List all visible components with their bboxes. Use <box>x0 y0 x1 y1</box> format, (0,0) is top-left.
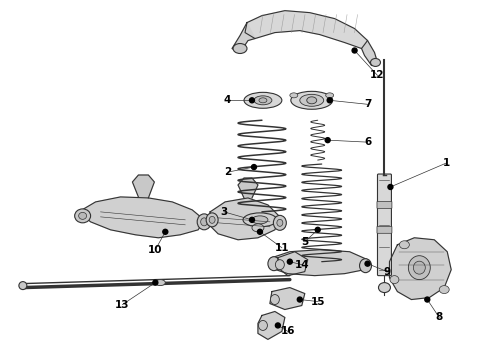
Text: 16: 16 <box>281 327 295 336</box>
Ellipse shape <box>209 216 215 223</box>
FancyBboxPatch shape <box>377 174 392 276</box>
Polygon shape <box>238 178 258 198</box>
Ellipse shape <box>300 94 324 106</box>
Polygon shape <box>132 175 154 198</box>
Ellipse shape <box>259 98 267 103</box>
Ellipse shape <box>201 218 208 226</box>
Polygon shape <box>245 11 368 49</box>
Circle shape <box>297 297 302 302</box>
Ellipse shape <box>233 44 247 54</box>
Ellipse shape <box>408 256 430 280</box>
Polygon shape <box>278 252 308 276</box>
Ellipse shape <box>378 283 391 293</box>
FancyBboxPatch shape <box>377 226 392 233</box>
Circle shape <box>425 297 430 302</box>
Text: 15: 15 <box>311 297 325 306</box>
Circle shape <box>315 227 320 232</box>
Text: 5: 5 <box>301 237 308 247</box>
Circle shape <box>257 229 263 234</box>
Text: 4: 4 <box>223 95 231 105</box>
Polygon shape <box>232 23 255 53</box>
Text: 8: 8 <box>436 312 443 323</box>
FancyBboxPatch shape <box>377 201 392 208</box>
Ellipse shape <box>307 97 317 104</box>
Circle shape <box>249 217 254 222</box>
Ellipse shape <box>360 259 371 273</box>
Ellipse shape <box>78 212 87 219</box>
Text: 1: 1 <box>442 158 450 168</box>
Ellipse shape <box>254 96 272 105</box>
Ellipse shape <box>275 260 284 270</box>
Text: 9: 9 <box>384 267 391 276</box>
Circle shape <box>153 280 158 285</box>
Ellipse shape <box>206 213 218 227</box>
Ellipse shape <box>258 320 268 330</box>
Text: 12: 12 <box>370 71 385 80</box>
Ellipse shape <box>268 257 280 271</box>
Circle shape <box>388 184 393 189</box>
Text: 3: 3 <box>220 207 228 217</box>
Ellipse shape <box>290 93 298 98</box>
Polygon shape <box>78 197 204 238</box>
Circle shape <box>365 261 370 266</box>
Circle shape <box>275 323 280 328</box>
Ellipse shape <box>277 219 283 226</box>
Ellipse shape <box>273 215 286 230</box>
Text: 6: 6 <box>364 137 371 147</box>
Polygon shape <box>270 288 305 310</box>
Ellipse shape <box>244 92 282 108</box>
Ellipse shape <box>326 93 334 98</box>
Polygon shape <box>390 238 451 300</box>
Ellipse shape <box>370 58 380 67</box>
Circle shape <box>163 229 168 234</box>
Circle shape <box>249 98 254 103</box>
Polygon shape <box>258 311 285 339</box>
Circle shape <box>327 98 332 103</box>
Ellipse shape <box>439 285 449 293</box>
Ellipse shape <box>252 216 268 224</box>
Ellipse shape <box>291 91 333 109</box>
Polygon shape <box>362 41 377 66</box>
Text: 7: 7 <box>364 99 371 109</box>
Ellipse shape <box>155 280 165 285</box>
Ellipse shape <box>243 213 277 227</box>
Ellipse shape <box>414 261 425 274</box>
Circle shape <box>325 138 330 143</box>
Text: 11: 11 <box>274 243 289 253</box>
Text: 2: 2 <box>224 167 232 177</box>
Ellipse shape <box>19 282 27 289</box>
Text: 10: 10 <box>148 245 163 255</box>
Ellipse shape <box>390 276 399 284</box>
Circle shape <box>287 259 293 264</box>
Polygon shape <box>270 250 368 276</box>
Text: 13: 13 <box>115 300 130 310</box>
Ellipse shape <box>270 294 279 305</box>
Text: 14: 14 <box>294 260 309 270</box>
Ellipse shape <box>252 224 264 232</box>
Circle shape <box>352 48 357 53</box>
Polygon shape <box>208 198 280 240</box>
Ellipse shape <box>399 241 409 249</box>
Ellipse shape <box>197 214 211 230</box>
Circle shape <box>251 165 256 170</box>
Ellipse shape <box>74 209 91 223</box>
